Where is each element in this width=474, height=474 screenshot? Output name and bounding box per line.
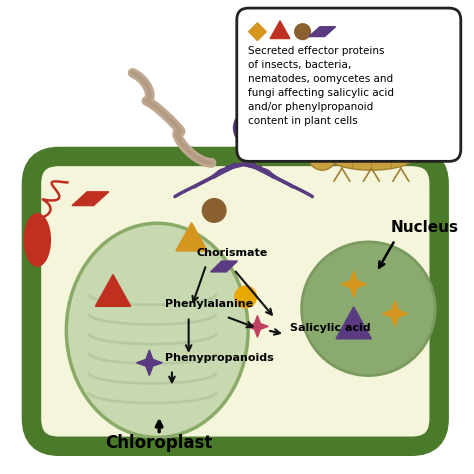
Polygon shape xyxy=(72,192,109,206)
Polygon shape xyxy=(95,274,131,306)
FancyBboxPatch shape xyxy=(237,8,461,161)
Polygon shape xyxy=(176,223,207,251)
Polygon shape xyxy=(270,21,290,38)
Polygon shape xyxy=(248,23,266,40)
Ellipse shape xyxy=(24,213,51,267)
Text: Salicylic acid: Salicylic acid xyxy=(290,323,371,334)
Polygon shape xyxy=(341,272,366,297)
Polygon shape xyxy=(137,350,162,375)
Polygon shape xyxy=(309,27,336,36)
Text: Chorismate: Chorismate xyxy=(197,248,268,258)
Circle shape xyxy=(301,242,435,375)
Ellipse shape xyxy=(233,113,255,143)
Text: Phenypropanoids: Phenypropanoids xyxy=(165,353,274,363)
Polygon shape xyxy=(336,307,372,339)
Polygon shape xyxy=(246,316,268,337)
Text: Chloroplast: Chloroplast xyxy=(106,435,213,453)
Text: Phenylalanine: Phenylalanine xyxy=(165,299,253,309)
FancyBboxPatch shape xyxy=(31,156,439,447)
Ellipse shape xyxy=(328,143,415,170)
Circle shape xyxy=(309,143,336,170)
Circle shape xyxy=(202,199,226,222)
Polygon shape xyxy=(210,261,237,272)
Text: Nucleus: Nucleus xyxy=(391,220,459,235)
Ellipse shape xyxy=(345,142,418,161)
Polygon shape xyxy=(382,301,408,327)
Circle shape xyxy=(295,24,310,39)
Circle shape xyxy=(235,286,256,308)
Text: Secreted effector proteins
of insects, bacteria,
nematodes, oomycetes and
fungi : Secreted effector proteins of insects, b… xyxy=(247,46,393,127)
Ellipse shape xyxy=(66,223,248,438)
